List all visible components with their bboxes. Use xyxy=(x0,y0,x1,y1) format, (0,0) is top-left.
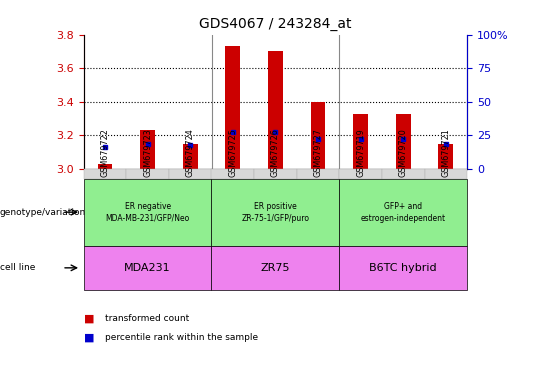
Text: cell line: cell line xyxy=(0,263,36,272)
Text: MDA231: MDA231 xyxy=(124,263,171,273)
Title: GDS4067 / 243284_at: GDS4067 / 243284_at xyxy=(199,17,352,31)
Bar xyxy=(438,144,453,169)
Text: GSM679726: GSM679726 xyxy=(271,128,280,177)
Bar xyxy=(268,51,283,169)
Text: genotype/variation: genotype/variation xyxy=(0,208,86,217)
Text: GSM679725: GSM679725 xyxy=(228,128,237,177)
Text: GSM679723: GSM679723 xyxy=(143,128,152,177)
Bar xyxy=(310,102,326,169)
Text: GSM679721: GSM679721 xyxy=(441,128,450,177)
Bar xyxy=(396,114,410,169)
Text: ■: ■ xyxy=(84,333,94,343)
Bar xyxy=(353,114,368,169)
Bar xyxy=(98,164,112,169)
Bar xyxy=(140,130,155,169)
Text: GSM679727: GSM679727 xyxy=(314,128,322,177)
Text: ER positive
ZR-75-1/GFP/puro: ER positive ZR-75-1/GFP/puro xyxy=(241,202,309,223)
Text: B6TC hybrid: B6TC hybrid xyxy=(369,263,437,273)
Text: GSM679724: GSM679724 xyxy=(186,128,195,177)
Text: percentile rank within the sample: percentile rank within the sample xyxy=(105,333,259,343)
Bar xyxy=(225,46,240,169)
Text: ZR75: ZR75 xyxy=(261,263,290,273)
Bar xyxy=(183,144,198,169)
Text: GFP+ and
estrogen-independent: GFP+ and estrogen-independent xyxy=(361,202,446,223)
Text: GSM679722: GSM679722 xyxy=(100,128,110,177)
Text: ER negative
MDA-MB-231/GFP/Neo: ER negative MDA-MB-231/GFP/Neo xyxy=(105,202,190,223)
Text: GSM679720: GSM679720 xyxy=(399,128,408,177)
Text: transformed count: transformed count xyxy=(105,314,190,323)
Text: GSM679719: GSM679719 xyxy=(356,128,365,177)
Text: ■: ■ xyxy=(84,314,94,324)
